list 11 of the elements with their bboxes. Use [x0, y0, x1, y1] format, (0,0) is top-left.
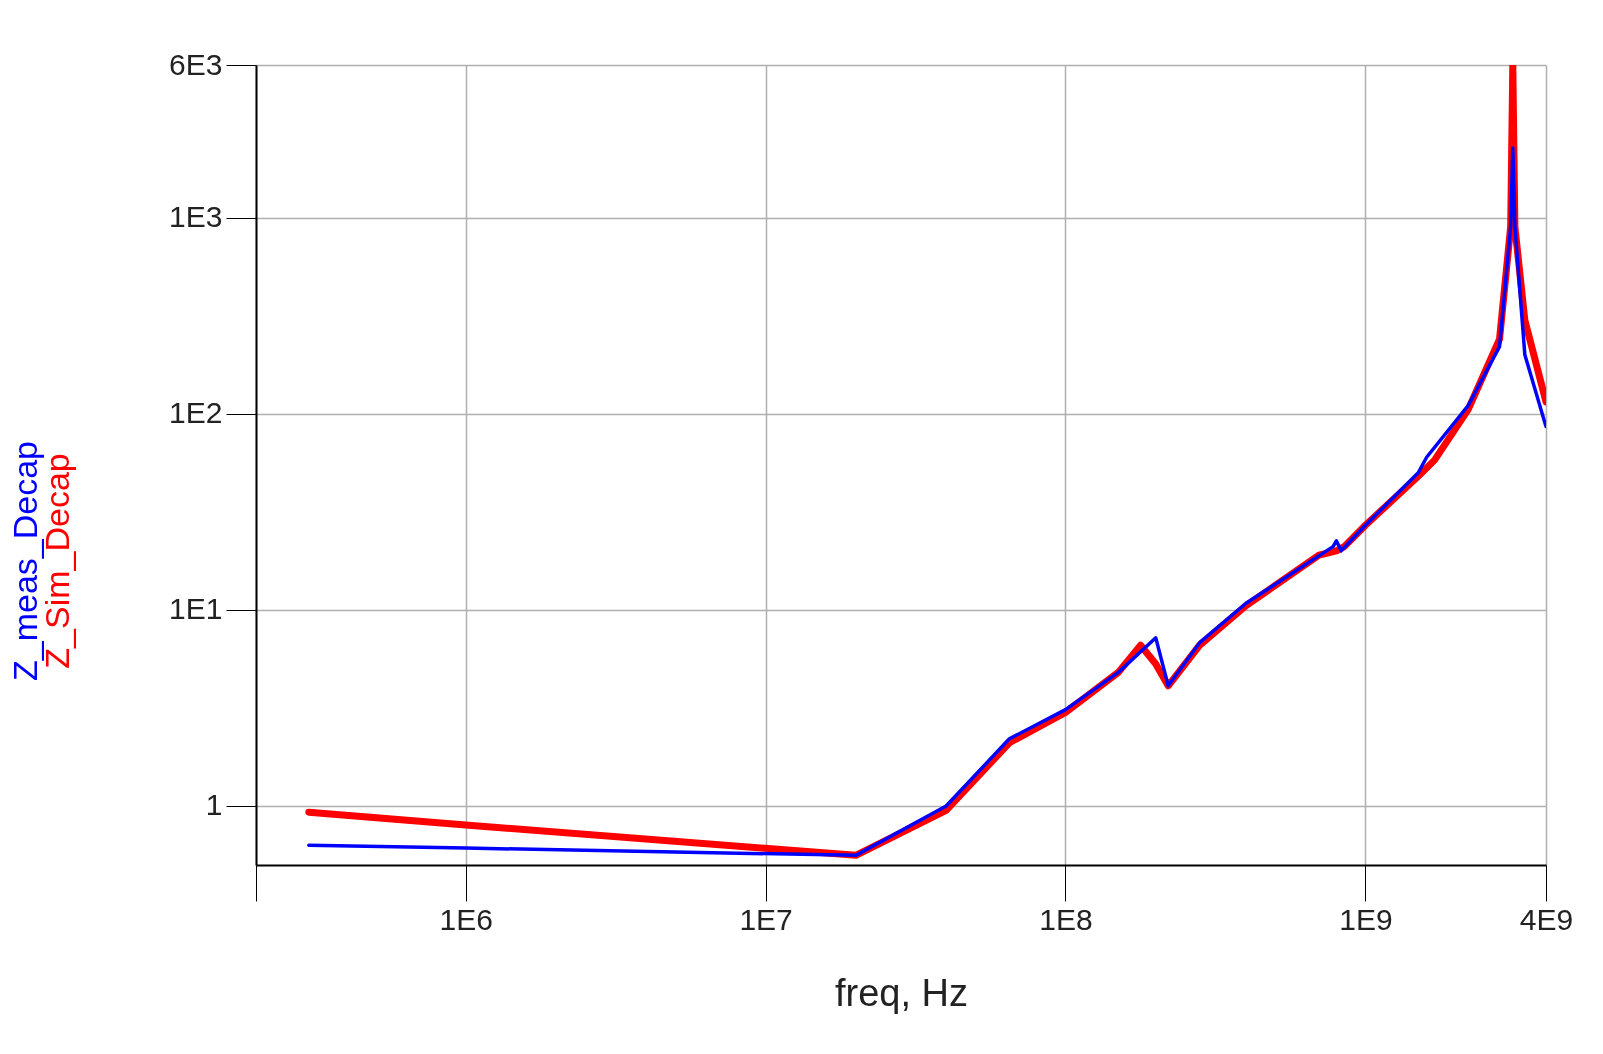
x-tick-label: 1E8 [1039, 902, 1093, 936]
x-tick-label: 1E6 [439, 902, 493, 936]
y-tick-label: 1E3 [169, 200, 223, 234]
y-tick-label: 1 [205, 788, 223, 822]
y-tick-label: 6E3 [169, 47, 223, 81]
y-tick-label: 1E1 [169, 592, 223, 626]
x-tick-label: 1E7 [739, 902, 793, 936]
x-tick-label: 1E9 [1339, 902, 1393, 936]
y-tick-label: 1E2 [169, 396, 223, 430]
x-axis-title: freq, Hz [834, 971, 969, 1014]
x-tick-label: 4E9 [1519, 902, 1574, 936]
